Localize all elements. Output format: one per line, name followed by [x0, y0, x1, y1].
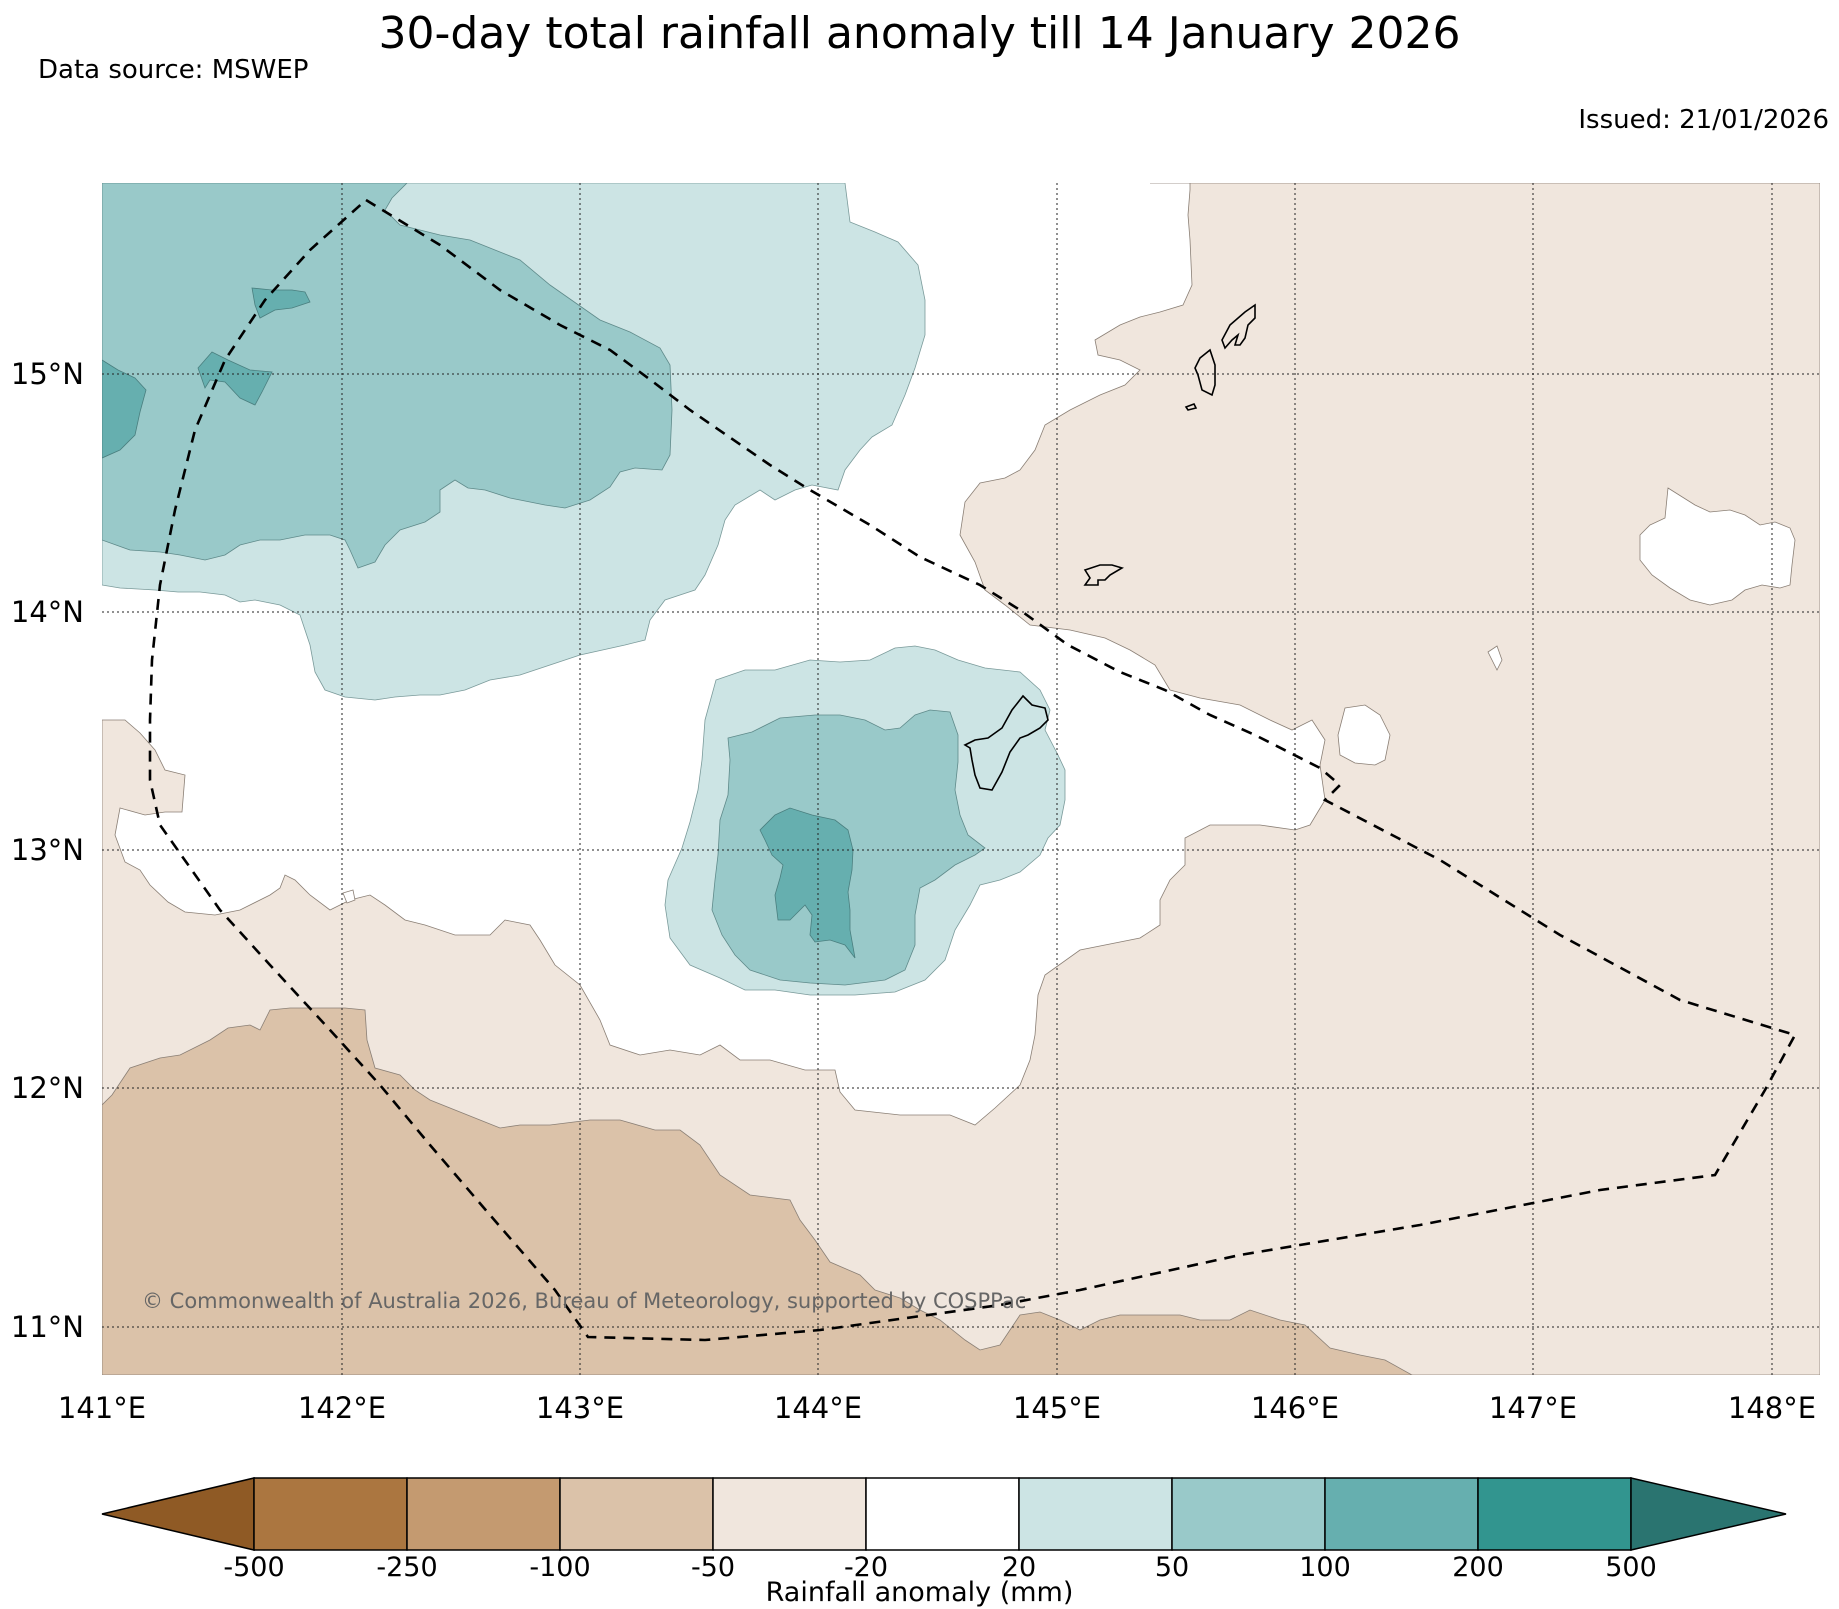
wet-anomaly-patch-3 [251, 287, 311, 319]
colorbar-tick-labels: -500 -250 -100 -50 -20 20 50 100 200 500 [223, 1552, 1656, 1580]
colorbar: -500 -250 -100 -50 -20 20 50 100 200 500 [101, 1477, 1787, 1580]
cb-tick-8: 200 [1452, 1552, 1504, 1580]
wet-anomaly-patch-west [102, 359, 147, 459]
colorbar-segments [101, 1477, 1787, 1551]
colorbar-label: Rainfall anomaly (mm) [765, 1577, 1074, 1608]
saipan-island [1221, 303, 1256, 350]
colorbar-segment [253, 1477, 408, 1551]
colorbar-segment [1324, 1477, 1479, 1551]
neutral-patch-west-dot [342, 889, 356, 904]
lon-tick-148: 148°E [1728, 1391, 1816, 1425]
lon-tick-145: 145°E [1013, 1391, 1101, 1425]
lon-tick-141: 141°E [58, 1391, 146, 1425]
wet-anomaly-patch-2 [197, 351, 273, 406]
rota-island [1083, 564, 1124, 586]
neutral-patch-small [1337, 704, 1391, 766]
cb-tick-7: 100 [1299, 1552, 1351, 1580]
colorbar-segment [1171, 1477, 1326, 1551]
neutral-patch-east [1639, 487, 1796, 606]
aguijan-island [1184, 402, 1198, 411]
lat-tick-15: 15°N [11, 357, 84, 391]
cb-tick-0: -500 [223, 1552, 284, 1580]
neutral-patch-dot [1487, 645, 1503, 671]
colorbar-segment [406, 1477, 561, 1551]
map-title: 30-day total rainfall anomaly till 14 Ja… [378, 8, 1461, 59]
cb-tick-5: 20 [1002, 1552, 1036, 1580]
cb-tick-6: 50 [1155, 1552, 1189, 1580]
data-source-label: Data source: MSWEP [38, 55, 309, 85]
lat-tick-13: 13°N [11, 833, 84, 867]
dry-anomaly-east-area [102, 183, 1820, 1375]
latitude-tick-labels: 15°N 14°N 13°N 12°N 11°N [11, 357, 84, 1344]
cb-tick-2: -100 [529, 1552, 590, 1580]
map-gridlines [102, 183, 1820, 1375]
lon-tick-144: 144°E [774, 1391, 862, 1425]
colorbar-segment [1477, 1477, 1632, 1551]
wet-anomaly-northwest-mid [102, 183, 673, 569]
issued-date: Issued: 21/01/2026 [1578, 105, 1829, 135]
colorbar-segment [1018, 1477, 1173, 1551]
island-outlines [963, 303, 1256, 791]
copyright-notice: © Commonwealth of Australia 2026, Bureau… [142, 1289, 1026, 1313]
colorbar-segment [559, 1477, 714, 1551]
rainfall-anomaly-map: © Commonwealth of Australia 2026, Bureau… [11, 183, 1820, 1425]
guam-island [963, 694, 1049, 791]
colorbar-extend-low [101, 1477, 255, 1551]
wet-anomaly-central-strong [759, 807, 856, 959]
cb-tick-3: -50 [691, 1552, 735, 1580]
cb-tick-9: 500 [1605, 1552, 1657, 1580]
eez-boundary [148, 198, 1797, 1342]
lon-tick-147: 147°E [1489, 1391, 1577, 1425]
lon-tick-142: 142°E [298, 1391, 386, 1425]
tinian-island [1194, 348, 1216, 397]
lat-tick-12: 12°N [11, 1071, 84, 1105]
colorbar-segment [865, 1477, 1020, 1551]
colorbar-segment [712, 1477, 867, 1551]
lon-tick-146: 146°E [1251, 1391, 1339, 1425]
longitude-tick-labels: 141°E 142°E 143°E 144°E 145°E 146°E 147°… [58, 1391, 1816, 1425]
lon-tick-143: 143°E [536, 1391, 624, 1425]
cb-tick-1: -250 [376, 1552, 437, 1580]
cb-tick-4: -20 [844, 1552, 888, 1580]
colorbar-extend-high [1630, 1477, 1787, 1551]
lat-tick-14: 14°N [11, 595, 84, 629]
dry-anomaly-south-area [102, 1007, 1413, 1375]
lat-tick-11: 11°N [11, 1310, 84, 1344]
